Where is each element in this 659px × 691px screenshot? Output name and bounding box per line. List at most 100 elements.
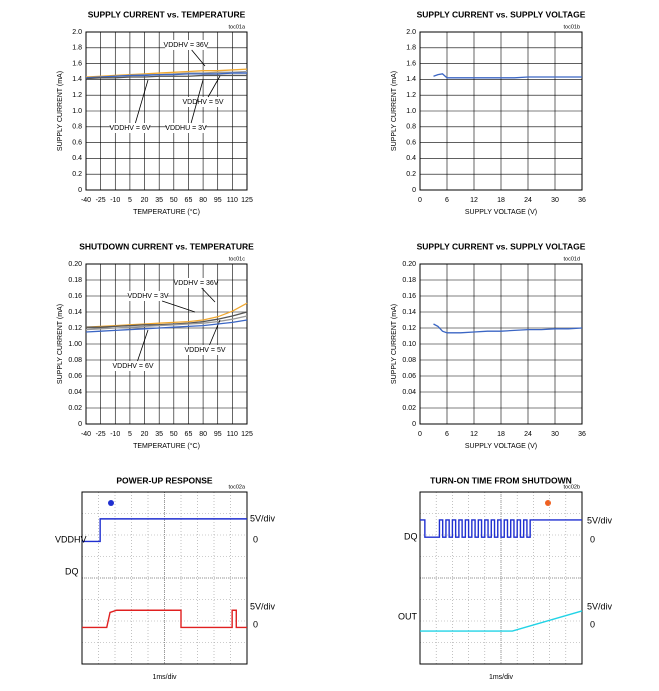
chart-title: SUPPLY CURRENT vs. SUPPLY VOLTAGE: [417, 9, 586, 19]
x-tick-label: 35: [155, 197, 163, 204]
y-tick-label: 0.8: [406, 124, 416, 131]
y-tick-label: 0.4: [406, 155, 416, 162]
label-bg: [114, 361, 152, 371]
label-arrow: [135, 79, 149, 124]
chart-title: SHUTDOWN CURRENT vs. TEMPERATURE: [79, 241, 254, 251]
zero-label: 0: [590, 534, 595, 544]
scale-label: 5V/div: [250, 513, 276, 523]
x-tick-label: 30: [551, 197, 559, 204]
series-label: VDDHV = 5V: [182, 99, 223, 106]
x-tick-label: 18: [497, 431, 505, 438]
y-tick-label: 2.0: [406, 29, 416, 36]
y-tick-label: 0: [412, 187, 416, 194]
zero-label: 0: [253, 619, 258, 629]
label-bg: [129, 291, 167, 301]
y-tick-label: 0.08: [68, 357, 82, 364]
x-tick-label: -10: [110, 431, 120, 438]
series-line: [85, 72, 247, 79]
x-tick-label: 24: [524, 197, 532, 204]
x-axis-label: 1ms/div: [152, 674, 177, 681]
x-tick-label: 0: [418, 197, 422, 204]
y-tick-label: 0.18: [68, 277, 82, 284]
label-bg: [186, 345, 224, 355]
x-tick-label: 20: [141, 431, 149, 438]
y-tick-label: 0.04: [402, 389, 416, 396]
y-axis-label: SUPPLY CURRENT (mA): [57, 71, 64, 151]
y-axis-label: SUPPLY CURRENT (mA): [57, 304, 64, 384]
trigger-marker: [108, 500, 114, 506]
series-line: [85, 68, 248, 78]
x-tick-label: 95: [214, 431, 222, 438]
figure-tag: toc02b: [563, 484, 580, 490]
y-tick-label: 1.4: [72, 76, 82, 83]
x-tick-label: 18: [497, 197, 505, 204]
x-tick-label: 125: [241, 431, 253, 438]
trace-label: DQ: [65, 566, 79, 576]
y-tick-label: 1.6: [406, 60, 416, 67]
y-tick-label: 0.4: [72, 155, 82, 162]
trace-label: OUT: [398, 611, 418, 621]
y-tick-label: 0.2: [406, 171, 416, 178]
figure-tag: toc02a: [228, 484, 245, 490]
label-bg: [167, 123, 205, 133]
x-tick-label: 95: [214, 197, 222, 204]
x-tick-label: 6: [445, 431, 449, 438]
x-tick-label: 36: [578, 431, 586, 438]
y-tick-label: 0.06: [68, 373, 82, 380]
chart-title: TURN-ON TIME FROM SHUTDOWN: [430, 475, 572, 485]
figure-tag: toc01d: [563, 256, 580, 262]
y-tick-label: 0.6: [72, 139, 82, 146]
y-tick-label: 0.12: [402, 325, 416, 332]
label-bg: [165, 40, 207, 50]
x-tick-label: 50: [170, 197, 178, 204]
series-label: VDDHV = 6V: [109, 125, 150, 132]
series-line: [86, 311, 248, 328]
scope-trace: [82, 518, 247, 543]
y-tick-label: 0.02: [68, 405, 82, 412]
y-tick-label: 0.08: [402, 357, 416, 364]
scale-label: 5V/div: [587, 601, 613, 611]
figure-tag: toc01a: [228, 24, 245, 30]
x-tick-label: 110: [227, 431, 238, 438]
figure-tag: toc01c: [229, 256, 245, 262]
y-tick-label: 0.18: [402, 277, 416, 284]
label-arrow: [190, 79, 204, 124]
scale-label: 5V/div: [250, 601, 276, 611]
series-line: [85, 74, 247, 80]
x-axis-label: TEMPERATURE (°C): [133, 442, 200, 450]
y-tick-label: 0: [78, 421, 82, 428]
x-tick-label: 50: [170, 431, 178, 438]
y-tick-label: 0.10: [402, 341, 416, 348]
x-tick-label: -10: [110, 197, 120, 204]
label-arrow: [207, 75, 221, 98]
y-tick-label: 0.16: [68, 293, 82, 300]
y-tick-label: 0: [412, 421, 416, 428]
x-tick-label: 24: [524, 431, 532, 438]
y-tick-label: 0.6: [406, 139, 416, 146]
y-tick-label: 1.0: [72, 108, 82, 115]
series-label: VDDHV = 5V: [184, 347, 225, 354]
plot-frame: [419, 491, 583, 665]
label-bg: [111, 123, 149, 133]
label-bg: [184, 97, 222, 107]
x-tick-label: 110: [227, 197, 238, 204]
y-tick-label: 0.20: [402, 261, 416, 268]
y-tick-label: 1.2: [406, 92, 416, 99]
scale-label: 5V/div: [587, 515, 613, 525]
series-label: VDDHV = 36V: [164, 42, 209, 49]
y-tick-label: 0.04: [68, 389, 82, 396]
x-tick-label: 80: [199, 431, 207, 438]
series-line: [85, 315, 248, 331]
zero-label: 0: [590, 619, 595, 629]
y-axis-label: SUPPLY CURRENT (mA): [391, 71, 398, 151]
series-label: VDDHV = 36V: [174, 280, 219, 287]
y-tick-label: 0: [78, 187, 82, 194]
x-axis-label: SUPPLY VOLTAGE (V): [465, 209, 537, 216]
chart-title: SUPPLY CURRENT vs. SUPPLY VOLTAGE: [417, 241, 586, 251]
x-tick-label: -25: [96, 431, 106, 438]
x-tick-label: 125: [241, 197, 253, 204]
x-axis-label: TEMPERATURE (°C): [133, 208, 200, 216]
series-label: VDDHV = 3V: [127, 293, 168, 300]
x-tick-label: 12: [470, 197, 478, 204]
